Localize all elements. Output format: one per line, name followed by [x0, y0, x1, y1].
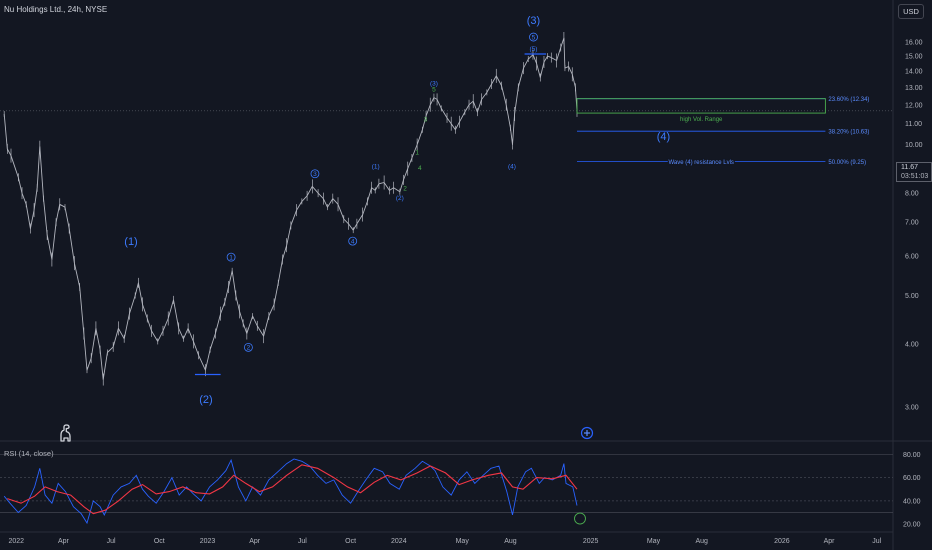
last-price-value: 11.67 [901, 164, 918, 171]
price-axis-tick: 5.00 [905, 293, 919, 300]
price-axis-tick: 8.00 [905, 191, 919, 198]
time-axis-tick: Apr [249, 538, 261, 545]
rsi-ma-line [7, 464, 578, 515]
wave-label: 2 [403, 185, 407, 192]
time-axis-tick: 2023 [200, 538, 216, 545]
wave-label: (4) [508, 164, 516, 171]
wave-circle-marker [310, 169, 320, 179]
dinosaur-logo-icon[interactable] [58, 424, 74, 442]
wave-label: 4 [351, 238, 355, 245]
rsi-axis-tick: 60.00 [903, 475, 921, 482]
price-axis-tick: 14.00 [905, 69, 923, 76]
time-axis-tick: Oct [154, 538, 165, 545]
wave-label: (3) [527, 15, 540, 27]
time-axis-tick: 2024 [391, 538, 407, 545]
wave-circle-marker [348, 236, 358, 246]
wave-label: 5 [432, 87, 436, 94]
box-label: high Vol. Range [680, 117, 723, 123]
wave-label: 1 [229, 254, 233, 261]
price-axis-tick: 16.00 [905, 40, 923, 47]
rsi-axis-tick: 40.00 [903, 498, 921, 505]
rsi-highlight-circle [574, 512, 586, 525]
indicator-label[interactable]: RSI (14, close) [4, 449, 54, 458]
price-axis-tick: 13.00 [905, 85, 923, 92]
wave-label: (5) [530, 46, 538, 53]
time-axis-tick: Aug [695, 538, 708, 545]
wave-label: 2 [247, 345, 251, 352]
time-axis-tick: Jul [298, 538, 307, 545]
resistance-note: Wave (4) resistance Lvls [668, 160, 733, 166]
wave-label: 1 [415, 150, 419, 157]
wave-label: (4) [657, 131, 670, 143]
time-axis-tick: May [647, 538, 661, 545]
time-axis-tick: Apr [824, 538, 836, 545]
symbol-title[interactable]: Nu Holdings Ltd., 24h, NYSE [4, 5, 108, 14]
price-axis-tick: 3.00 [905, 404, 919, 411]
bar-countdown: 03:51:03 [901, 173, 929, 180]
wave-label: 4 [418, 165, 422, 172]
wave-label: (2) [396, 195, 404, 202]
wave-circle-marker [529, 32, 538, 42]
price-series-line [3, 37, 578, 380]
wave-circle-marker [226, 252, 236, 262]
rsi-line [3, 458, 578, 525]
time-axis-tick: Aug [504, 538, 517, 545]
currency-button[interactable]: USD [898, 4, 924, 19]
time-axis-tick: May [456, 538, 470, 545]
time-axis-tick: Oct [345, 538, 356, 545]
price-axis-tick: 15.00 [905, 54, 923, 61]
fib-level-label: 38.20% (10.63) [828, 129, 869, 135]
price-axis-tick: 11.00 [905, 121, 922, 128]
time-axis-tick: Jul [107, 538, 116, 545]
time-axis-tick: 2022 [8, 538, 24, 545]
price-axis-tick: 7.00 [905, 220, 919, 227]
time-axis-tick: Jul [872, 538, 881, 545]
price-axis-tick: 12.00 [905, 102, 923, 109]
fib-level-label: 50.00% (9.25) [828, 160, 866, 166]
wave-label: (3) [430, 81, 438, 88]
wave-label: (1) [124, 236, 137, 248]
wave-label: 3 [424, 117, 428, 124]
high-vol-range-box[interactable] [576, 98, 826, 114]
price-axis-tick: 4.00 [905, 342, 919, 349]
time-axis-tick: 2025 [583, 538, 599, 545]
fib-level-label: 23.60% (12.34) [828, 97, 869, 103]
time-axis-tick: Apr [58, 538, 70, 545]
wave-circle-marker [244, 342, 253, 352]
wave-label: 5 [532, 34, 536, 41]
time-axis-tick: 2026 [774, 538, 790, 545]
price-axis-tick: 10.00 [905, 142, 923, 149]
rsi-axis-tick: 80.00 [903, 452, 921, 459]
wave-label: (2) [199, 394, 212, 406]
rsi-axis-tick: 20.00 [903, 522, 921, 529]
wave-label: 3 [313, 171, 317, 178]
wave-label: (1) [372, 164, 380, 171]
plus-circle-icon[interactable] [580, 426, 594, 440]
last-price-tag: 11.67 03:51:03 [896, 162, 932, 182]
price-axis-tick: 6.00 [905, 253, 919, 260]
